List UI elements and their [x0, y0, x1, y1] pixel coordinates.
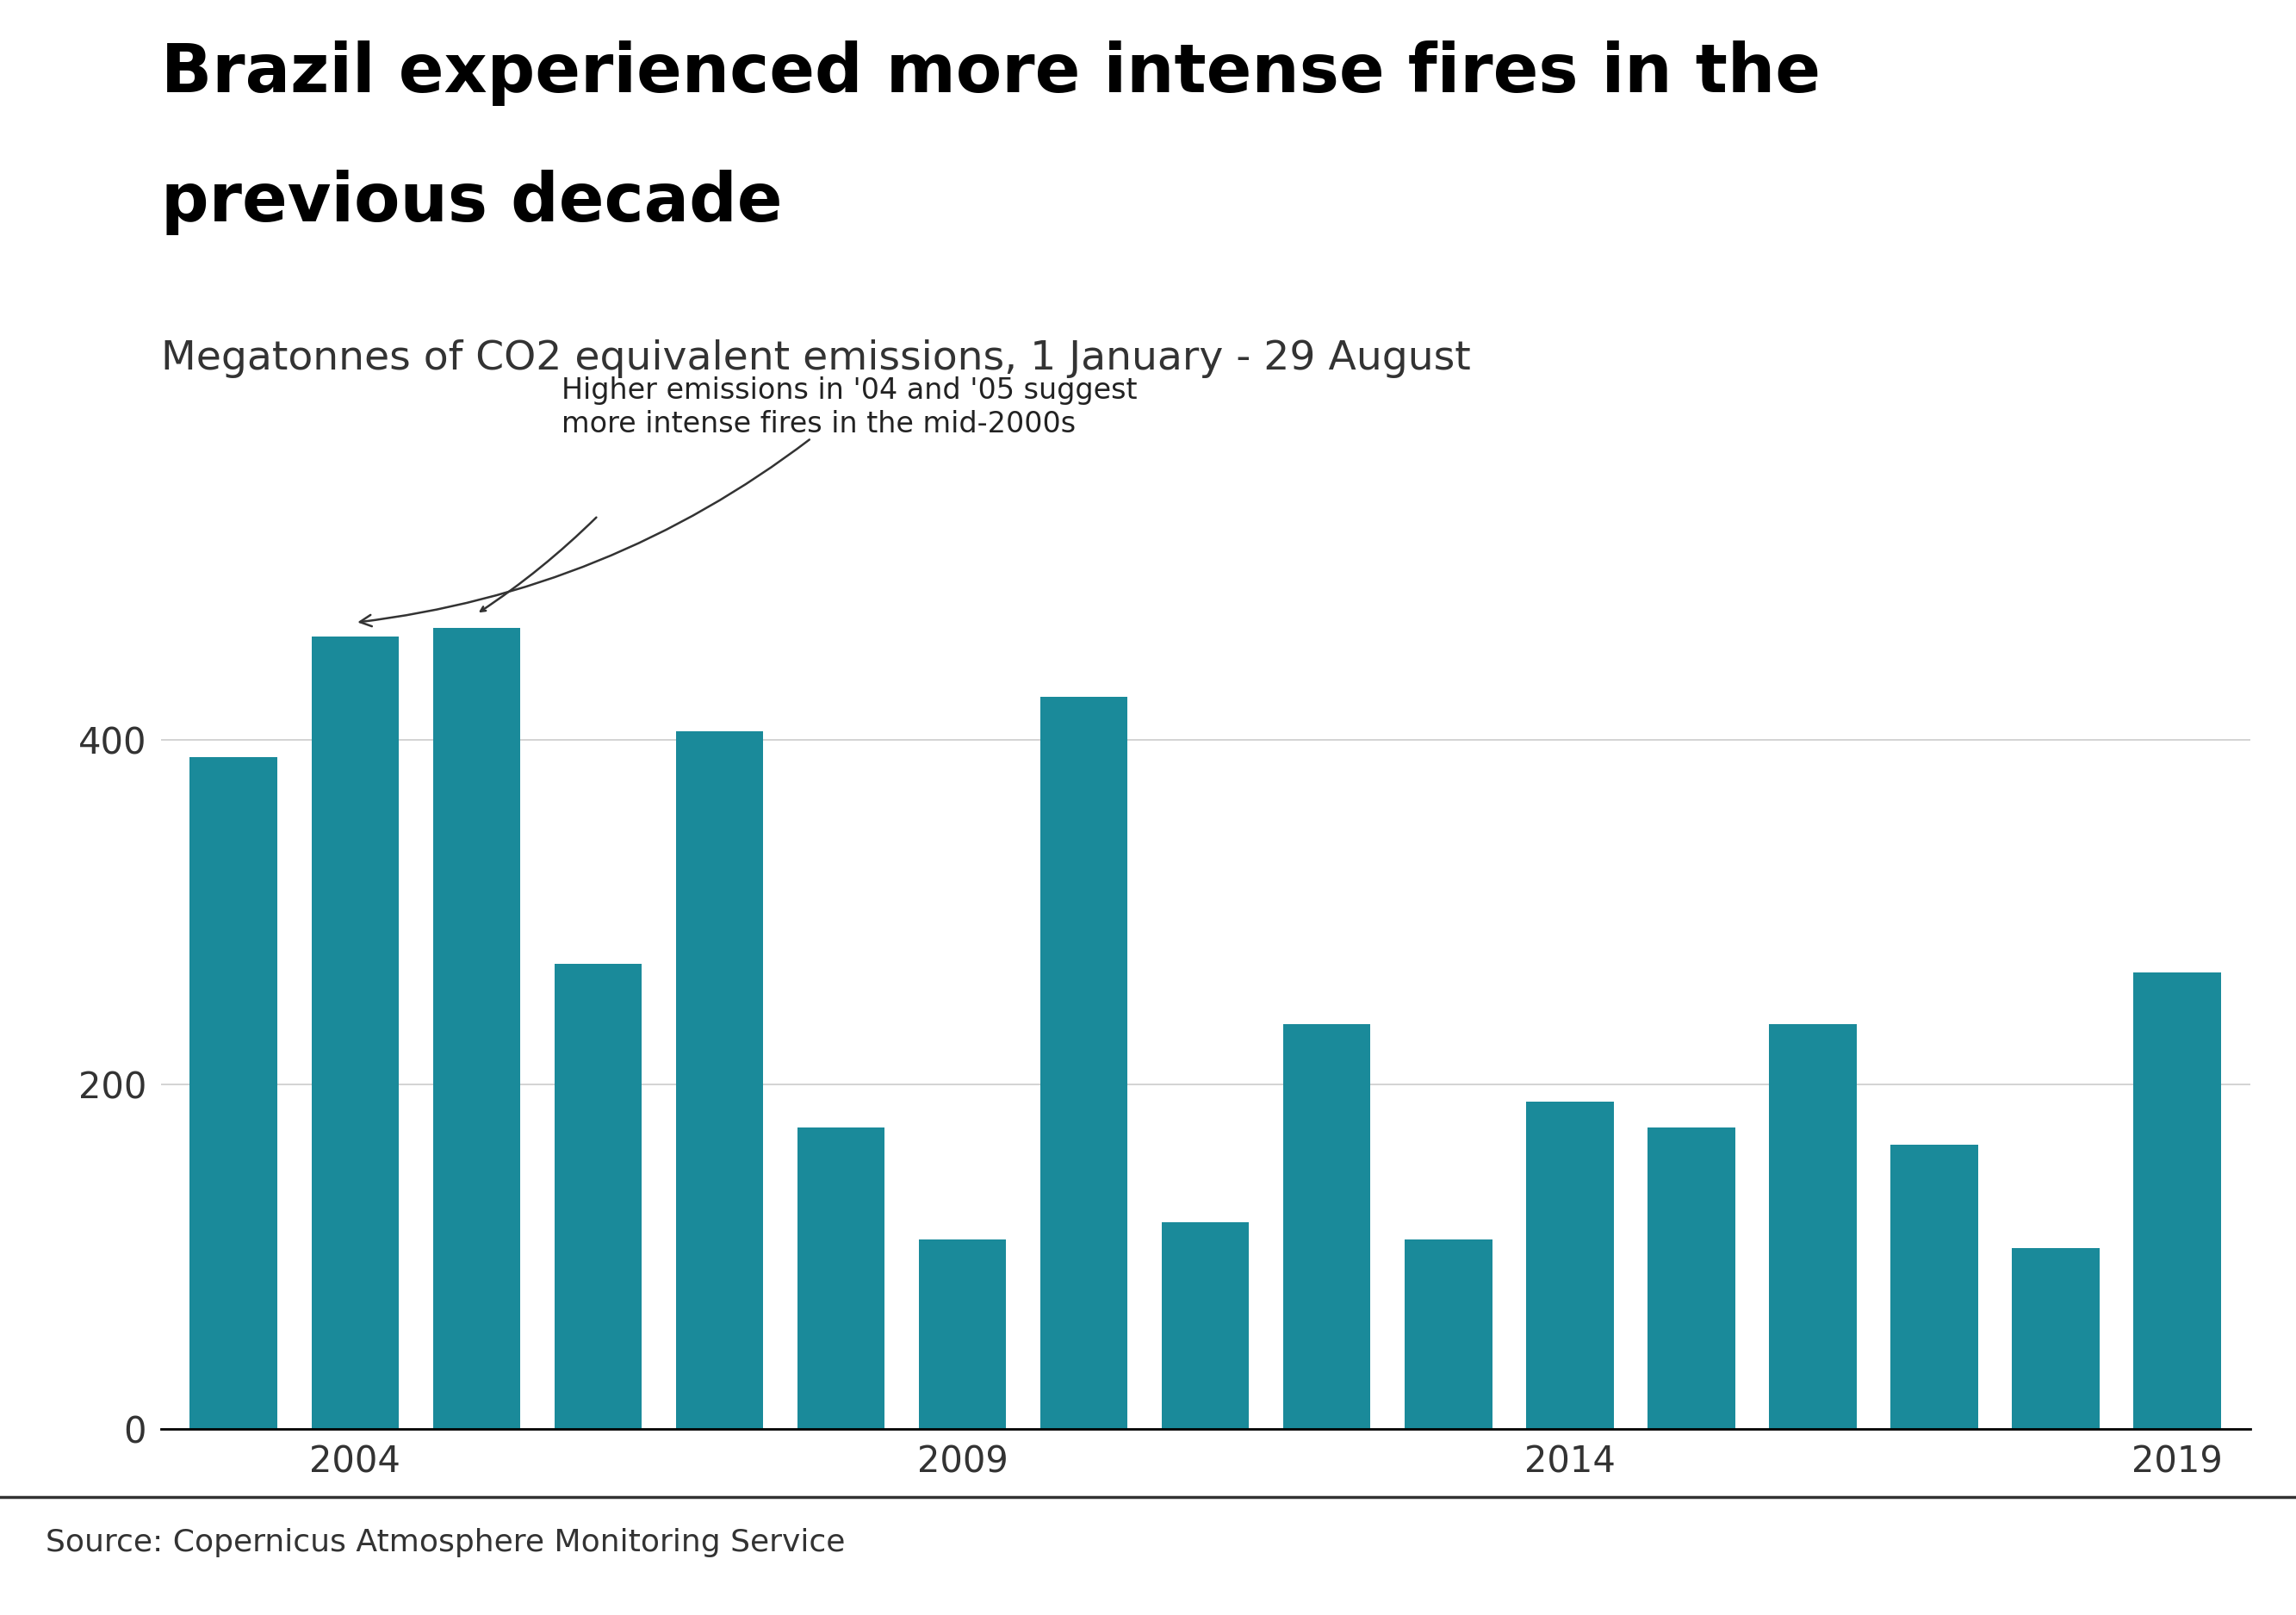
- Text: Brazil experienced more intense fires in the: Brazil experienced more intense fires in…: [161, 40, 1821, 107]
- Bar: [797, 1127, 884, 1429]
- Text: Higher emissions in '04 and '05 suggest
more intense fires in the mid-2000s: Higher emissions in '04 and '05 suggest …: [360, 376, 1137, 627]
- Text: Source: Copernicus Atmosphere Monitoring Service: Source: Copernicus Atmosphere Monitoring…: [46, 1528, 845, 1557]
- Bar: [2011, 1248, 2099, 1429]
- Bar: [1649, 1127, 1736, 1429]
- Bar: [312, 636, 400, 1429]
- Bar: [1527, 1101, 1614, 1429]
- Bar: [675, 732, 762, 1429]
- Bar: [1162, 1223, 1249, 1429]
- Bar: [1040, 696, 1127, 1429]
- Bar: [918, 1240, 1006, 1429]
- Bar: [553, 964, 643, 1429]
- Bar: [2133, 972, 2220, 1429]
- Bar: [1405, 1240, 1492, 1429]
- Text: previous decade: previous decade: [161, 170, 783, 236]
- Text: Megatonnes of CO2 equivalent emissions, 1 January - 29 August: Megatonnes of CO2 equivalent emissions, …: [161, 339, 1469, 378]
- Bar: [434, 628, 521, 1429]
- Bar: [1768, 1024, 1857, 1429]
- Bar: [1283, 1024, 1371, 1429]
- Text: BBC: BBC: [2161, 1537, 2236, 1571]
- Bar: [1890, 1145, 1977, 1429]
- Bar: [191, 757, 278, 1429]
